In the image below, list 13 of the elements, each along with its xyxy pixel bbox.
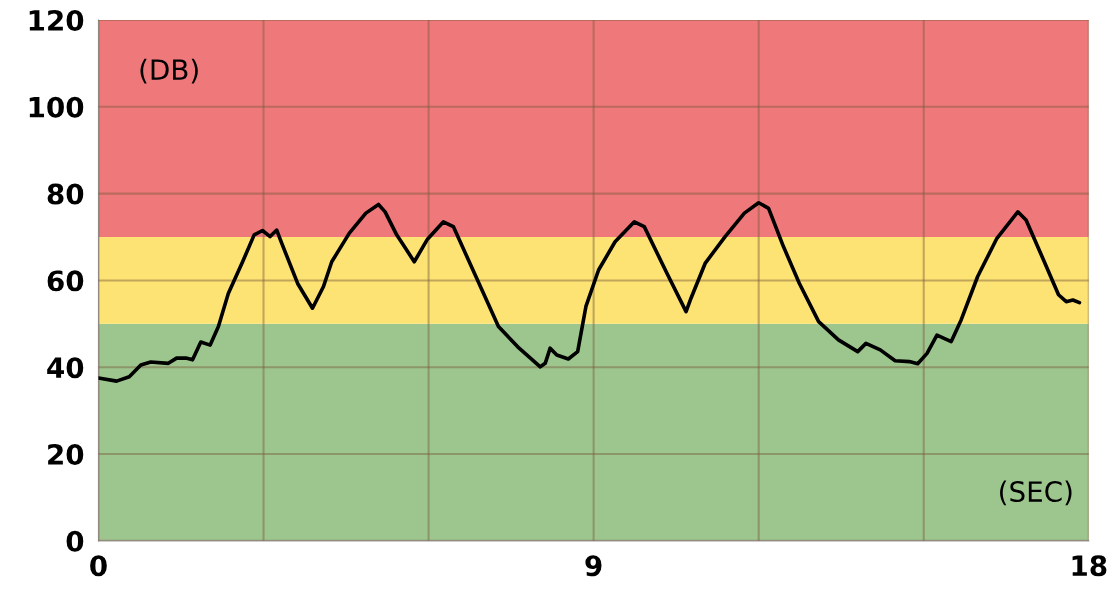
annotation: (SEC) <box>1000 480 1072 506</box>
y-tick-label: 60 <box>47 270 84 292</box>
x-tick-label: 9 <box>585 555 602 577</box>
annotation: (DB) <box>140 58 198 84</box>
line-series <box>98 200 1082 383</box>
y-tick-label: 80 <box>47 183 84 205</box>
x-tick-label: 18 <box>1072 555 1107 577</box>
y-tick-label: 40 <box>47 357 84 379</box>
y-tick-label: 0 <box>66 530 84 552</box>
y-tick-label: 100 <box>29 96 84 118</box>
x-tick-label: 0 <box>90 555 107 577</box>
y-tick-label: 120 <box>29 9 84 31</box>
y-tick-label: 20 <box>48 443 84 465</box>
